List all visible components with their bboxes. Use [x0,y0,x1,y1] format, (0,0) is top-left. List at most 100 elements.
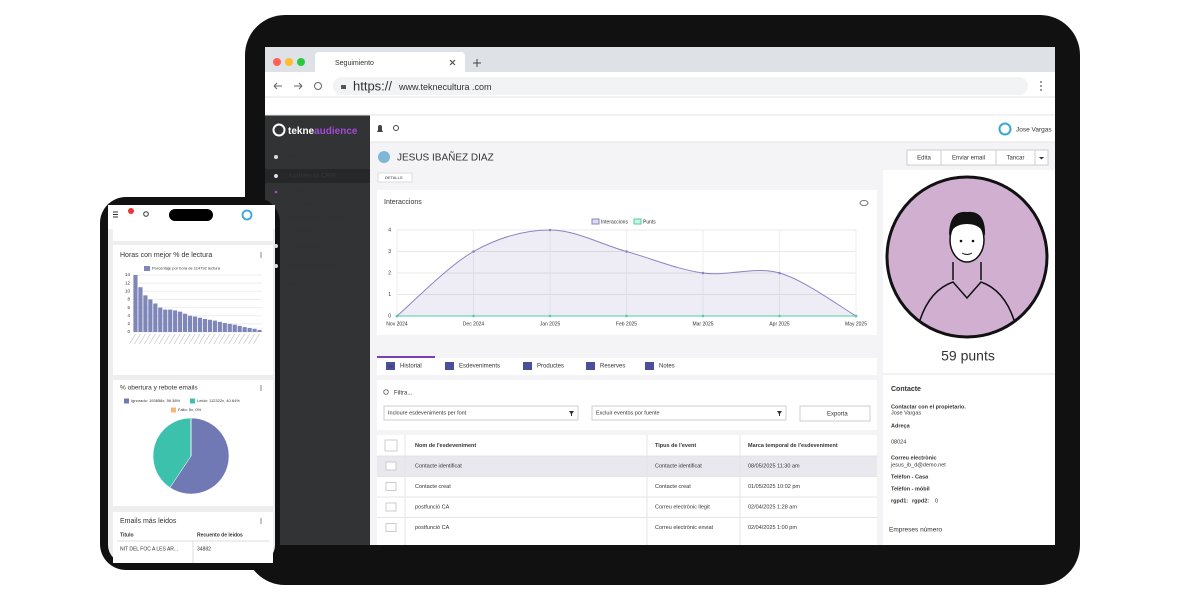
sidebar-item[interactable]: Etiquetes [288,227,316,234]
filter-search [383,389,389,395]
card-menu[interactable] [260,254,262,256]
menu-dot[interactable] [1040,85,1042,87]
menu-dot[interactable] [1040,81,1042,83]
sidebar-item[interactable]: Continguts [288,243,320,250]
card-menu[interactable] [260,518,262,520]
bar [158,307,163,332]
bar [143,295,148,332]
sidebar-item[interactable]: Contactes [288,189,318,196]
table-cell[interactable]: Contacte creat [415,484,451,490]
url-field[interactable] [333,77,1028,95]
logo-mark [272,123,286,137]
sidebar-item[interactable]: Automatitzacions [288,263,338,270]
bar [207,319,212,332]
nav-arrows[interactable] [273,82,303,90]
line-area [397,230,856,316]
sidebar-icon [274,174,278,178]
eye-icon[interactable] [859,200,869,206]
table-cell[interactable]: postfunció CA [415,525,450,531]
menu-dot[interactable] [1040,89,1042,91]
bar [237,325,242,332]
phone-user[interactable] [241,209,253,221]
tab-bar [377,358,877,375]
close-dot[interactable] [273,58,281,66]
export-button[interactable] [799,405,871,422]
tab-label[interactable]: Esdeveniments [459,364,500,370]
email-title[interactable]: NIT DEL FOC A LES AR... [120,546,178,552]
reload[interactable] [314,82,322,90]
details-label: DETALLS [385,175,403,180]
bar [138,287,143,332]
x-tick [213,333,221,345]
pie-slice [169,417,230,495]
legend-swatch [190,398,195,404]
hamburger[interactable] [113,211,118,218]
bar [148,299,153,332]
card-menu[interactable] [260,252,262,254]
table-cell[interactable]: Contacte identificat [415,463,462,469]
bar [173,310,178,332]
sidebar-item[interactable]: Segments [288,202,318,209]
include-text: Incloure esdeveniments per font [388,410,467,416]
legend-label: Punts [643,219,656,225]
filter-input[interactable]: Filtra... [394,391,413,397]
user-avatar[interactable] [998,122,1012,136]
card-menu[interactable] [260,387,262,389]
exclude-select[interactable] [591,405,787,421]
card-menu[interactable] [260,256,262,258]
tab-badge [386,362,395,370]
profile-phone-mobile: Telèfon - mòbil [891,486,930,492]
emails-header: Titulo [120,532,134,538]
points: 59 punts [941,348,995,364]
bell[interactable] [377,125,383,132]
point [701,271,705,275]
x-tick-label: Feb 2025 [616,321,637,327]
url-host: www.teknecultura .com [398,82,492,92]
point [701,314,705,318]
tab-label[interactable]: Reserves [600,364,625,370]
sidebar-item[interactable]: Informes [288,282,314,289]
tab-icons[interactable] [449,59,481,67]
include-select[interactable] [383,405,579,421]
search[interactable] [393,125,399,131]
sidebar-item[interactable]: Audiència CRM [288,173,336,180]
x-tick [218,333,226,345]
legend-swatch [171,407,176,413]
x-tick [144,333,151,345]
card-menu[interactable] [260,389,262,391]
x-tick [208,333,216,345]
tab-title: Seguimiento [335,60,374,67]
row-icon [385,523,397,532]
details-toggle[interactable] [377,172,413,183]
pie-title: % obertura y rebote emails [120,385,198,392]
card-menu[interactable] [260,522,262,524]
avatar-eye [971,239,975,243]
tab-label[interactable]: Productes [537,364,564,370]
sidebar-item[interactable]: Administrar Accions [288,214,346,221]
table-cell[interactable]: postfunció CA [415,504,450,510]
point [625,314,628,318]
y-tick-label: 2 [127,321,130,326]
min-dot[interactable] [285,58,293,66]
user-name[interactable]: Jose Vargas [1016,127,1052,134]
point [472,250,475,253]
profile-address-label: Adreça [891,423,911,429]
sidebar-item[interactable]: Inici [288,154,300,161]
card-menu[interactable] [260,520,262,522]
tab-label[interactable]: Notes [659,364,675,370]
card-menu[interactable] [260,385,262,387]
bar [168,309,173,332]
logo-a: tekne [288,126,315,137]
y-tick-label: 0 [388,313,391,319]
avatar-neck [952,262,982,280]
tab-label[interactable]: Historial [400,364,422,370]
bar [247,327,252,332]
active-item [265,169,370,183]
max-dot[interactable] [297,58,305,66]
notif-badge[interactable] [128,208,134,214]
sidebar [265,115,370,545]
y-tick-label: 14 [125,272,131,277]
phone-search[interactable] [143,211,149,217]
tab[interactable] [315,52,465,72]
profile-phone-home: Telèfon - Casa [891,474,929,480]
